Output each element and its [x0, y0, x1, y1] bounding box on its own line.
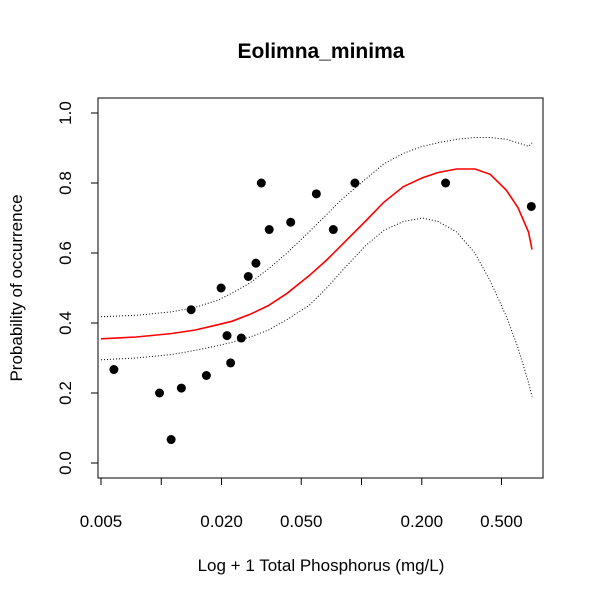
- x-axis: 0.005 0.020 0.050 0.200 0.500: [80, 477, 523, 531]
- chart-title: Eolimna_minima: [238, 40, 405, 63]
- ci-upper-layer: [100, 137, 533, 318]
- data-point: [256, 178, 266, 188]
- points-layer: [109, 178, 536, 445]
- ci-lower-line: [100, 217, 533, 397]
- y-tick-label: 0.4: [56, 311, 75, 335]
- y-tick-label: 1.0: [56, 101, 75, 125]
- y-axis: 0.0 0.2 0.4 0.6 0.8 1.0: [56, 101, 99, 475]
- x-tick-label: 0.005: [80, 512, 123, 531]
- data-point: [109, 365, 119, 375]
- plot-frame: [97, 97, 544, 479]
- data-point: [350, 178, 360, 188]
- data-point: [441, 178, 451, 188]
- x-axis-label: Log + 1 Total Phosphorus (mg/L): [198, 556, 445, 575]
- data-point: [186, 305, 196, 315]
- ci-lower-layer: [100, 217, 533, 397]
- data-point: [176, 383, 186, 393]
- data-point: [201, 371, 211, 380]
- data-point: [251, 258, 261, 268]
- x-tick-label: 0.020: [200, 512, 243, 531]
- data-point: [166, 435, 176, 445]
- data-point: [264, 225, 274, 235]
- ci-upper-line: [100, 137, 533, 318]
- data-point: [286, 217, 296, 227]
- data-point: [243, 271, 253, 281]
- y-tick-label: 0.0: [56, 451, 75, 475]
- y-tick-label: 0.8: [56, 171, 75, 195]
- data-point: [155, 388, 165, 398]
- fit-line: [100, 168, 533, 340]
- y-tick-label: 0.6: [56, 241, 75, 265]
- data-point: [216, 283, 226, 293]
- data-point: [328, 225, 338, 235]
- data-point: [222, 331, 232, 341]
- data-point: [226, 358, 236, 368]
- y-axis-label: Probability of occurrence: [7, 194, 26, 381]
- x-tick-label: 0.050: [280, 512, 323, 531]
- data-point: [311, 189, 321, 199]
- y-tick-label: 0.2: [56, 381, 75, 405]
- x-tick-label: 0.500: [480, 512, 523, 531]
- fit-layer: [100, 168, 533, 340]
- data-point: [236, 333, 246, 343]
- x-tick-label: 0.200: [400, 512, 443, 531]
- data-point: [526, 201, 536, 211]
